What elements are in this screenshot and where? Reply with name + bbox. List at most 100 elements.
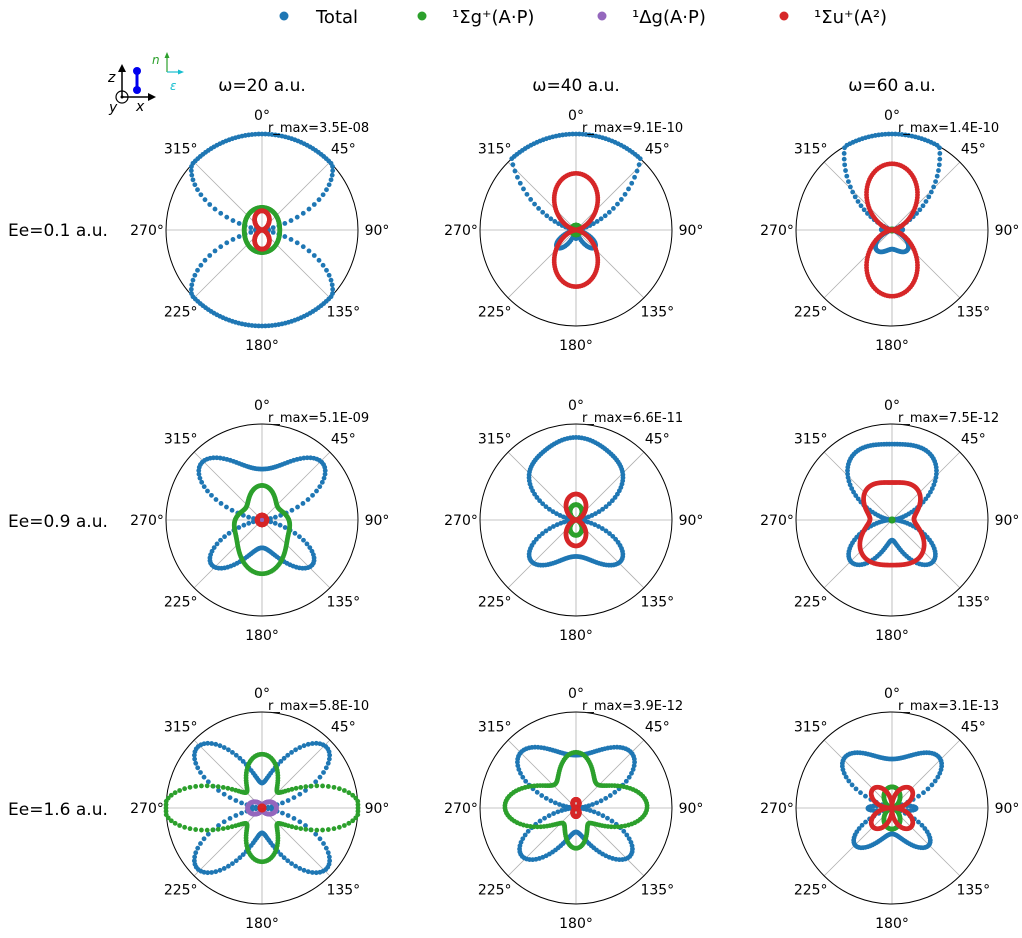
angle-tick-label: 135°: [640, 594, 674, 610]
data-point-total: [198, 262, 204, 268]
angle-tick-label: 180°: [245, 628, 279, 644]
angle-tick-label: 90°: [679, 801, 704, 817]
legend-entry-total: Total: [279, 7, 358, 28]
data-point-sigma_g_ap: [225, 825, 231, 831]
data-point-total: [211, 455, 216, 461]
data-point-total: [543, 795, 549, 801]
data-point-total: [262, 323, 268, 329]
data-point-total: [294, 214, 300, 220]
data-point-total: [221, 745, 227, 750]
data-point-total: [236, 525, 242, 530]
row-label-ee-1.6: Ee=1.6 a.u.: [8, 800, 108, 820]
x-axis-label: x: [135, 99, 145, 115]
data-point-total: [855, 199, 861, 204]
data-point-total: [268, 519, 274, 525]
data-point-total: [192, 272, 198, 278]
data-point-total: [324, 267, 329, 273]
data-point-total: [217, 867, 223, 873]
angle-tick-label: 315°: [478, 720, 512, 736]
data-point-total: [925, 786, 931, 792]
data-point-total: [248, 225, 254, 231]
data-point-total: [319, 479, 325, 485]
data-point-total: [230, 237, 236, 242]
data-point-sigma_g_ap: [182, 786, 188, 792]
angle-tick-label: 0°: [884, 108, 900, 124]
data-point-total: [295, 504, 300, 510]
data-point-total: [300, 244, 306, 250]
data-point-total: [217, 743, 223, 749]
rmax-label: r_max=1.4E-10: [898, 121, 999, 136]
data-point-total: [594, 800, 600, 806]
data-point-total: [846, 179, 851, 185]
data-point-total: [606, 209, 612, 215]
data-point-sigma_u_a2: [259, 512, 265, 518]
coordinate-inset: z x y n ε: [107, 52, 184, 116]
e-arrow-head: [178, 69, 184, 75]
data-point-total: [611, 206, 616, 211]
data-point-total: [227, 815, 233, 821]
data-point-sigma_g_ap: [220, 826, 226, 831]
data-point-total: [272, 520, 278, 526]
data-point-total: [207, 253, 213, 258]
angle-tick-label: 45°: [331, 432, 356, 448]
data-point-total: [306, 248, 312, 254]
data-point-total: [253, 804, 259, 810]
data-point-total: [259, 131, 265, 137]
data-point-total: [297, 791, 303, 797]
angle-tick-label: 315°: [794, 432, 828, 448]
data-point-total: [188, 168, 194, 174]
data-point-total: [551, 811, 557, 816]
data-point-total: [311, 253, 317, 258]
data-point-total: [259, 323, 265, 329]
angle-tick-label: 270°: [444, 801, 478, 817]
data-point-total: [195, 187, 200, 193]
data-point-total: [221, 791, 227, 797]
rmax-label: r_max=6.6E-11: [582, 411, 683, 426]
data-point-total: [189, 172, 195, 178]
data-point-sigma_g_ap: [325, 784, 331, 789]
data-point-sigma_g_ap: [573, 222, 579, 228]
angle-tick-label: 270°: [444, 223, 478, 239]
data-point-total: [636, 162, 642, 168]
data-point-total: [248, 229, 254, 235]
angle-tick-label: 315°: [478, 142, 512, 158]
data-point-total: [285, 752, 291, 758]
data-point-total: [933, 179, 938, 185]
data-point-total: [313, 831, 319, 837]
y-axis-dot: [120, 95, 124, 99]
angle-tick-label: 270°: [130, 223, 164, 239]
data-point-sigma_g_ap: [298, 785, 304, 790]
data-point-total: [629, 180, 635, 186]
data-point-total: [201, 484, 207, 490]
data-point-total: [328, 177, 334, 183]
data-point-total: [297, 819, 303, 825]
data-point-total: [193, 850, 199, 856]
data-point-total: [602, 213, 608, 219]
legend-label-delta-g: ¹Δg(A·P): [632, 7, 706, 28]
angle-tick-label: 90°: [995, 513, 1020, 529]
angle-tick-label: 90°: [365, 223, 390, 239]
data-point-total: [523, 778, 529, 784]
data-point-total: [293, 863, 298, 869]
data-point-total: [321, 841, 326, 846]
data-point-total: [198, 841, 203, 846]
row-label-ee-0.1: Ee=0.1 a.u.: [8, 221, 108, 241]
data-point-total: [277, 522, 283, 528]
data-point-sigma_u_a2: [573, 796, 579, 802]
data-point-total: [548, 216, 554, 222]
angle-tick-label: 180°: [559, 338, 593, 354]
data-point-total: [521, 186, 526, 192]
data-point-total: [188, 286, 194, 292]
data-point-total: [865, 211, 870, 216]
data-point-sigma_g_ap: [303, 784, 309, 790]
data-point-total: [532, 201, 537, 207]
data-point-total: [330, 164, 335, 169]
data-point-total: [251, 516, 256, 521]
data-point-total: [192, 854, 198, 860]
data-point-total: [236, 221, 242, 226]
data-point-sigma_g_ap: [172, 790, 178, 796]
data-point-total: [515, 174, 520, 180]
angle-tick-label: 180°: [559, 628, 593, 644]
data-point-total: [931, 184, 937, 190]
data-point-total: [230, 750, 235, 755]
